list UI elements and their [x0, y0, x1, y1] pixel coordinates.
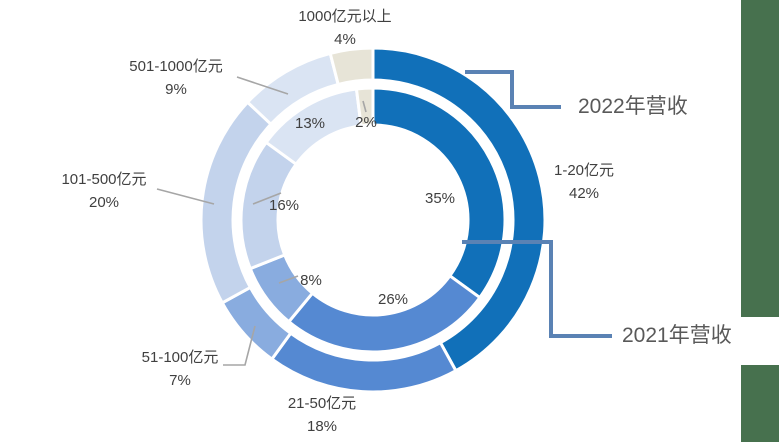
leader-51-100 [223, 325, 256, 366]
leader-101-500 [156, 188, 215, 205]
outer-percent-value: 18% [306, 418, 338, 435]
inner-percent-value-4: 13% [294, 115, 326, 132]
outer-segment-5 [328, 46, 375, 87]
outer-callout-5: 1000亿元以上 4% [298, 5, 391, 51]
outer-percent-value: 20% [88, 194, 120, 211]
category-name: 501-1000亿元 [129, 58, 223, 75]
outer-percent-value: 42% [568, 185, 600, 202]
outer-callout-3: 101-500亿元 20% [61, 168, 146, 214]
outer-percent-value: 7% [169, 372, 191, 389]
outer-callout-2: 51-100亿元 7% [142, 346, 219, 392]
leader-inner-8 [278, 275, 299, 284]
green-accent-bar-bottom [741, 365, 779, 442]
series-label-2021: 2021年营收 [622, 324, 732, 347]
category-name: 1000亿元以上 [298, 8, 392, 25]
leader-501-1000 [236, 76, 289, 95]
category-name: 51-100亿元 [141, 349, 219, 366]
outer-callout-1: 21-50亿元 18% [288, 392, 356, 438]
inner-percent-value-3: 16% [268, 197, 300, 214]
leader-inner-2 [362, 100, 367, 113]
inner-segment-0 [371, 86, 507, 300]
connector-2021 [462, 240, 612, 338]
outer-callout-0: 1-20亿元 42% [554, 159, 614, 205]
category-name: 21-50亿元 [287, 395, 357, 412]
outer-percent-value: 9% [165, 81, 187, 98]
green-accent-bar-top [741, 0, 779, 317]
outer-callout-4: 501-1000亿元 9% [129, 55, 222, 101]
outer-percent-value: 4% [334, 31, 356, 48]
category-name: 101-500亿元 [61, 171, 147, 188]
inner-percent-value-2: 8% [300, 272, 322, 289]
connector-2022 [465, 70, 561, 109]
category-name: 1-20亿元 [553, 162, 615, 179]
inner-percent-value-5: 2% [355, 114, 377, 131]
series-label-2022: 2022年营收 [578, 95, 688, 118]
inner-percent-value-1: 26% [377, 291, 409, 308]
leader-inner-16 [252, 192, 282, 205]
inner-percent-value-0: 35% [424, 190, 456, 207]
